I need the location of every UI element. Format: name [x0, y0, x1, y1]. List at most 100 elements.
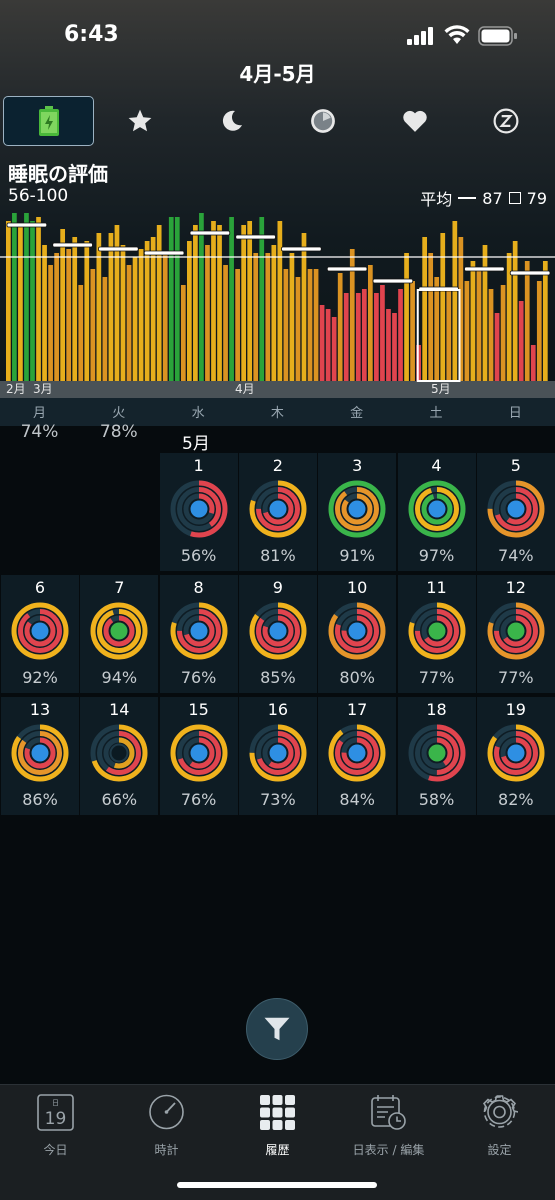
chart-week-average	[235, 234, 276, 240]
calendar-day-cell[interactable]: 17 84%	[318, 697, 397, 815]
sleep-score-chart[interactable]: 2月 3月 4月 5月	[0, 205, 555, 400]
tabbar-item-settings[interactable]: 設定	[444, 1093, 555, 1157]
chart-bar	[90, 269, 96, 381]
chart-bar	[337, 273, 343, 381]
chart-bar	[446, 289, 452, 381]
chart-bar	[277, 221, 283, 381]
chart-bar	[265, 253, 271, 381]
chart-selected-week[interactable]	[416, 289, 461, 382]
chart-bar	[380, 285, 385, 381]
calendar-day-cell[interactable]: 16 73%	[238, 697, 317, 815]
signal-icon	[407, 27, 433, 45]
chart-bar	[60, 229, 66, 381]
filter-button[interactable]	[246, 998, 308, 1060]
chart-bar	[48, 265, 53, 381]
tabbar-label-clock: 時計	[154, 1143, 179, 1157]
chart-bar	[217, 225, 222, 381]
chart-bar	[150, 237, 156, 381]
calendar-day-cell[interactable]: 8 76%	[159, 575, 238, 693]
day-number: 14	[109, 700, 130, 719]
chart-bar	[144, 241, 150, 381]
day-number: 1	[193, 456, 204, 475]
tab-heart-rate[interactable]	[369, 96, 460, 146]
chart-week-average	[281, 246, 322, 252]
chart-week-average	[143, 250, 185, 256]
chart-bar	[482, 245, 488, 381]
chart-bar	[12, 213, 17, 381]
tab-duration[interactable]	[186, 96, 277, 146]
chart-bar	[180, 285, 186, 381]
calendar-day-cell[interactable]: 18 58%	[397, 697, 476, 815]
chart-bar	[174, 217, 180, 381]
chart-bar	[168, 217, 174, 381]
chart-bar	[24, 213, 29, 381]
chart-bar	[205, 245, 210, 381]
calendar-day-cell[interactable]: 14 66%	[80, 697, 159, 815]
day-number: 6	[34, 578, 46, 597]
battery-icon	[38, 106, 59, 136]
month-label: 5月	[182, 434, 210, 454]
day-percent: 74%	[498, 546, 534, 565]
day-number: 16	[267, 700, 289, 719]
average-legend: 平均 87 79	[420, 186, 547, 210]
day-percent: 76%	[180, 668, 217, 687]
calendar-day-cell[interactable]: 12 77%	[476, 575, 555, 693]
chart-bar	[78, 285, 84, 381]
chart-bar	[518, 301, 524, 381]
previous-week-row: 74% 78%	[0, 422, 555, 448]
day-percent: 77%	[498, 668, 534, 687]
tabbar-item-clock[interactable]: 時計	[111, 1093, 222, 1157]
day-number: 15	[188, 700, 209, 719]
calendar-day-cell[interactable]: 2 81%	[238, 453, 317, 571]
calendar-day-cell[interactable]: 6 92%	[1, 575, 79, 693]
day-number: 12	[505, 578, 526, 597]
chart-bar	[114, 225, 120, 381]
tab-sleep-score[interactable]	[3, 96, 94, 146]
weekday-label: 金	[350, 406, 364, 421]
chart-bar	[211, 221, 216, 381]
calendar-day-cell[interactable]: 1 56%	[159, 453, 238, 571]
heart-icon	[402, 110, 427, 132]
sleep-rings-icon	[11, 724, 69, 782]
chart-bar	[229, 217, 234, 381]
day-number: 18	[426, 700, 447, 719]
chart-bar	[301, 233, 307, 381]
chart-bar	[187, 241, 192, 381]
day-percent: 94%	[101, 668, 138, 687]
calendar-day-cell[interactable]: 5 74%	[476, 453, 555, 571]
tabbar-item-today[interactable]: 日 19 今日	[0, 1093, 111, 1157]
day-number: 10	[347, 578, 368, 597]
calendar-day-cell[interactable]: 19 82%	[476, 697, 555, 815]
chart-bar	[458, 237, 464, 381]
z-icon	[493, 108, 518, 134]
tab-timing[interactable]	[277, 96, 368, 146]
tabbar-label-settings: 設定	[487, 1143, 512, 1157]
calendar-day-cell[interactable]: 15 76%	[159, 697, 238, 815]
tabbar-item-day-edit[interactable]: 日表示 / 編集	[333, 1093, 444, 1157]
calendar-day-cell[interactable]: 9 85%	[238, 575, 317, 693]
tab-snore[interactable]	[460, 96, 551, 146]
calendar-day-cell[interactable]: 4 97%	[397, 453, 476, 571]
sleep-rings-icon	[249, 480, 307, 538]
tab-quality[interactable]	[94, 96, 185, 146]
weekday-header: 月火水木金土日	[0, 398, 555, 426]
day-number: 3	[352, 456, 363, 475]
calendar-day-cell[interactable]: 10 80%	[318, 575, 397, 693]
chart-bar	[410, 281, 415, 381]
sleep-rings-icon	[408, 480, 465, 538]
day-percent: 80%	[339, 668, 375, 687]
chart-axis-strip	[0, 381, 555, 400]
chart-x-label: 3月	[33, 382, 53, 396]
calendar-day-cell[interactable]: 7 94%	[80, 575, 159, 693]
chart-bar	[506, 253, 512, 381]
chart-bar	[530, 345, 536, 381]
chart-bar	[428, 253, 434, 381]
calendar-day-cell[interactable]: 13 86%	[1, 697, 79, 815]
calendar-day-cell[interactable]: 3 91%	[318, 453, 397, 571]
chart-bar	[355, 293, 361, 381]
tabbar-item-history[interactable]: 履歴	[222, 1093, 333, 1157]
clock-outline-icon	[149, 1094, 184, 1130]
chart-week-average	[6, 222, 48, 228]
calendar-day-cell[interactable]: 11 77%	[397, 575, 476, 693]
chart-week-average	[189, 230, 231, 236]
